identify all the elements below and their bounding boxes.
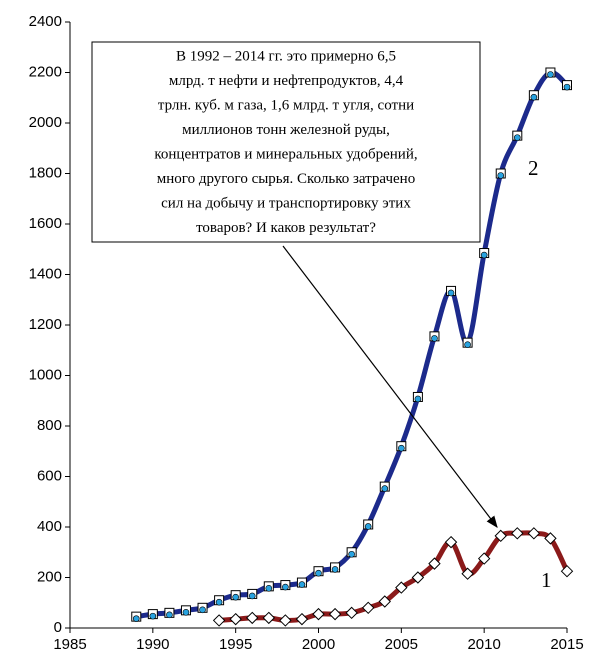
marker-dot: [132, 615, 140, 622]
marker-dot: [298, 581, 306, 588]
y-tick-label: 1200: [29, 316, 62, 333]
y-tick-label: 2400: [29, 13, 62, 30]
marker-dot: [215, 598, 223, 606]
marker-dot: [464, 341, 471, 348]
annotation-line: концентратов и минеральных удобрений,: [154, 146, 417, 162]
marker: [212, 614, 226, 627]
marker: [295, 612, 309, 626]
marker-dot: [398, 444, 405, 452]
y-tick-label: 2200: [29, 63, 62, 80]
marker-dot: [149, 612, 157, 620]
marker: [361, 601, 375, 615]
marker-dot: [331, 566, 339, 573]
annotation-line: много другого сырья. Сколько затрачено: [157, 171, 415, 187]
marker-dot: [414, 395, 422, 403]
x-tick-label: 2015: [550, 636, 583, 653]
marker-dot: [563, 83, 571, 91]
x-tick-label: 1985: [53, 636, 86, 653]
marker-dot: [315, 569, 322, 577]
marker-dot: [166, 611, 173, 619]
marker: [444, 535, 458, 549]
y-tick-label: 600: [37, 467, 62, 484]
series-label: 2: [528, 156, 539, 180]
y-tick-label: 1600: [29, 215, 62, 232]
marker-dot: [447, 289, 455, 297]
annotation-line: сил на добычу и транспортировку этих: [161, 195, 411, 211]
marker: [262, 611, 276, 625]
marker: [477, 552, 491, 565]
marker-dot: [265, 585, 273, 592]
y-tick-label: 0: [54, 619, 62, 636]
marker-dot: [513, 134, 521, 141]
y-tick-label: 1800: [29, 164, 62, 181]
marker: [494, 529, 507, 543]
marker-dot: [248, 592, 256, 600]
marker-dot: [530, 93, 538, 101]
y-tick-label: 200: [37, 568, 62, 585]
marker: [328, 607, 342, 621]
y-tick-label: 400: [37, 518, 62, 535]
annotation-box: [91, 41, 481, 243]
marker-dot: [232, 593, 239, 601]
y-tick-label: 800: [37, 417, 62, 434]
marker: [312, 607, 325, 621]
marker: [544, 532, 557, 545]
marker-dot: [348, 550, 355, 558]
marker-dot: [497, 172, 505, 179]
marker: [229, 612, 242, 626]
annotation-line: млрд. т нефти и нефтепродуктов, 4,4: [169, 73, 404, 89]
marker: [378, 595, 391, 608]
annotation-line: товаров? И каков результат?: [196, 220, 376, 236]
marker: [527, 527, 541, 540]
marker: [560, 564, 574, 578]
annotation-line: миллионов тонн железной руды,: [182, 122, 390, 138]
y-tick-label: 2000: [29, 114, 62, 131]
x-tick-label: 1990: [136, 636, 169, 653]
x-tick-label: 2000: [302, 636, 335, 653]
annotation-line: В 1992 – 2014 гг. это примерно 6,5: [176, 48, 396, 64]
marker: [279, 614, 292, 627]
marker-dot: [182, 609, 190, 616]
marker-dot: [480, 251, 488, 259]
marker: [246, 611, 259, 625]
marker-dot: [547, 71, 554, 78]
marker-dot: [381, 485, 389, 492]
x-tick-label: 2005: [385, 636, 418, 653]
marker: [511, 527, 524, 540]
y-tick-label: 1000: [29, 366, 62, 383]
x-tick-label: 1995: [219, 636, 252, 653]
y-tick-label: 1400: [29, 265, 62, 282]
marker-dot: [364, 523, 372, 530]
marker: [411, 571, 425, 584]
marker: [428, 557, 441, 570]
x-tick-label: 2010: [467, 636, 500, 653]
marker: [345, 606, 358, 620]
marker-dot: [431, 335, 438, 342]
marker-dot: [199, 606, 206, 614]
arrow: [282, 245, 498, 528]
marker: [461, 567, 474, 580]
annotation-line: трлн. куб. м газа, 1,6 млрд. т угля, сот…: [158, 97, 414, 113]
marker-dot: [282, 583, 289, 591]
series-line: [218, 530, 570, 623]
series-label: 1: [541, 568, 552, 592]
marker: [395, 581, 408, 594]
